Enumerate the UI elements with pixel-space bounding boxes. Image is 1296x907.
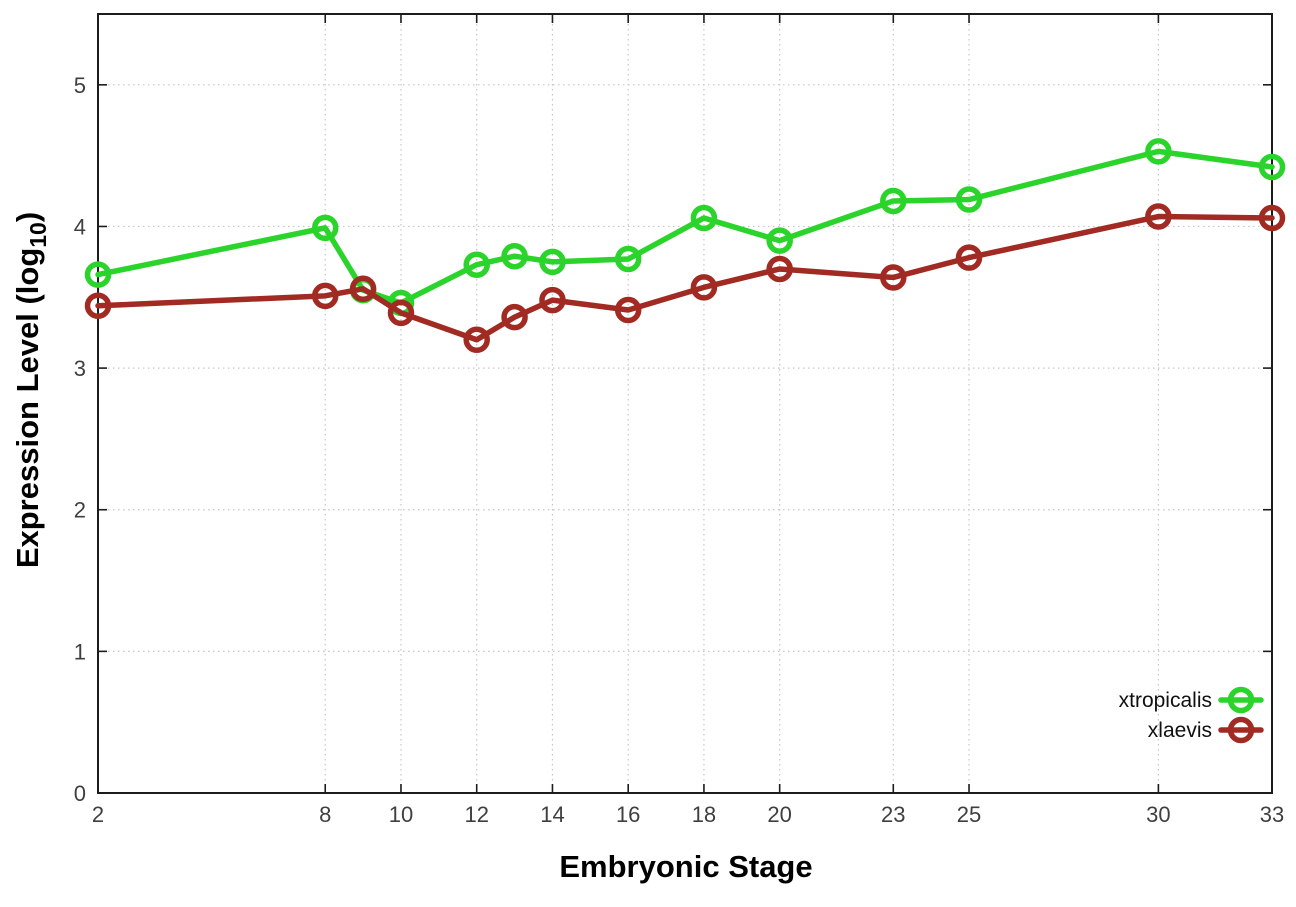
frame-rect [97,13,1273,794]
legend-marker [1227,716,1255,744]
data-point-xlaevis [463,326,490,354]
y-tick-label: 3 [74,356,86,381]
data-point-xlaevis [539,286,566,314]
data-point-xtropicalis [766,227,793,254]
data-point-xtropicalis [1145,138,1172,165]
series-line-xlaevis [95,213,1275,343]
data-point-xlaevis [84,292,112,320]
x-tick-label: 16 [616,802,640,827]
data-point-xlaevis [1145,203,1172,230]
data-point-xtropicalis [463,251,490,278]
series-lines [84,138,1286,354]
x-tick-label: 20 [767,802,791,827]
data-point-xtropicalis [539,248,566,276]
legend-label: xtropicalis [1119,689,1212,712]
data-point-xlaevis [880,264,907,291]
data-point-xlaevis [614,296,642,324]
data-point-xtropicalis [1258,153,1286,181]
y-axis-title: Expression Level (log10) [10,212,51,568]
y-tick-label: 4 [74,214,86,239]
data-point-xtropicalis [501,242,528,270]
x-tick-label: 2 [92,802,104,827]
y-tick-label: 2 [74,498,86,523]
data-point-xtropicalis [614,245,642,273]
data-point-xlaevis [311,282,339,310]
data-point-xlaevis [349,275,377,303]
legend-label: xlaevis [1148,719,1212,742]
x-tick-label: 30 [1146,802,1170,827]
data-point-xtropicalis [311,214,339,242]
x-tick-label: 8 [319,802,331,827]
legend-marker [1227,686,1255,714]
y-tick-label: 5 [74,73,86,98]
data-point-xlaevis [501,303,528,331]
series-line-xtropicalis [95,148,1275,306]
y-tick-label: 0 [74,781,86,806]
x-tick-label: 25 [957,802,981,827]
x-tick-label: 18 [692,802,716,827]
data-point-xlaevis [387,299,415,327]
legend: xtropicalis xlaevis [1119,686,1264,744]
data-point-xlaevis [690,274,718,301]
x-tick-label: 23 [881,802,905,827]
data-point-xlaevis [955,244,983,271]
gridlines [98,14,1272,793]
axis-tick-marks [97,14,1273,794]
data-point-xtropicalis [690,204,718,232]
x-tick-label: 12 [464,802,488,827]
data-point-xlaevis [1258,204,1286,232]
data-point-xtropicalis [955,186,983,213]
x-tick-label: 10 [389,802,413,827]
plot-frame [97,13,1273,794]
y-tick-label: 1 [74,639,86,664]
x-axis-title: Embryonic Stage [559,849,812,884]
x-tick-label: 33 [1260,802,1284,827]
data-point-xtropicalis [880,187,907,215]
data-point-xtropicalis [84,261,112,288]
data-point-xlaevis [766,255,793,283]
x-tick-label: 14 [540,802,564,827]
